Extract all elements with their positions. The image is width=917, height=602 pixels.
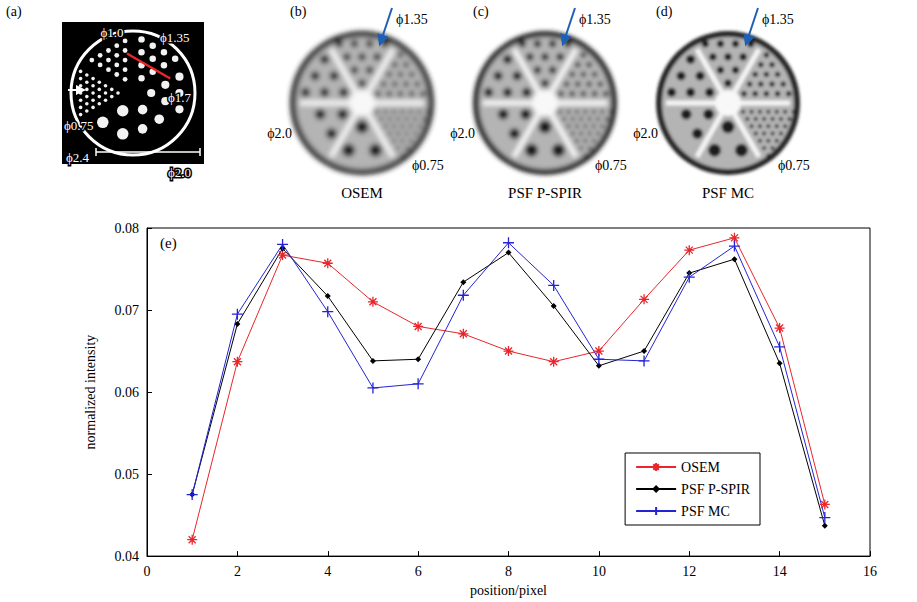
svg-text:12: 12	[682, 564, 696, 579]
svg-text:16: 16	[863, 564, 877, 579]
svg-text:10: 10	[592, 564, 606, 579]
svg-text:PSF P-SPIR: PSF P-SPIR	[681, 482, 751, 497]
svg-text:ϕ2.0: ϕ2.0	[267, 126, 292, 141]
svg-text:PSF P-SPIR: PSF P-SPIR	[508, 185, 582, 201]
svg-text:ϕ0.75: ϕ0.75	[64, 118, 94, 133]
svg-text:ϕ0.75: ϕ0.75	[595, 158, 627, 173]
svg-text:position/pixel: position/pixel	[470, 583, 547, 598]
svg-text:(a): (a)	[6, 4, 22, 20]
svg-text:0.06: 0.06	[115, 385, 140, 400]
svg-text:normalized intensity: normalized intensity	[83, 335, 98, 450]
svg-text:2: 2	[234, 564, 241, 579]
svg-text:4: 4	[324, 564, 331, 579]
svg-text:0.05: 0.05	[115, 467, 140, 482]
svg-text:ϕ1.7: ϕ1.7	[168, 90, 192, 105]
svg-text:(e): (e)	[160, 235, 177, 252]
svg-text:14: 14	[773, 564, 787, 579]
svg-text:ϕ1.35: ϕ1.35	[579, 12, 611, 27]
svg-text:(c): (c)	[473, 4, 489, 20]
svg-text:PSF MC: PSF MC	[681, 504, 730, 519]
svg-text:ϕ1.35: ϕ1.35	[396, 12, 428, 27]
svg-text:(d): (d)	[656, 4, 673, 20]
svg-text:6: 6	[415, 564, 422, 579]
svg-text:(b): (b)	[290, 4, 307, 20]
svg-text:0.07: 0.07	[115, 303, 140, 318]
svg-text:8: 8	[505, 564, 512, 579]
svg-text:ϕ2.0: ϕ2.0	[633, 126, 658, 141]
svg-text:OSEM: OSEM	[341, 185, 383, 201]
svg-text:ϕ1.35: ϕ1.35	[160, 30, 190, 45]
svg-text:0: 0	[144, 564, 151, 579]
svg-text:PSF MC: PSF MC	[702, 185, 754, 201]
svg-text:0.08: 0.08	[115, 221, 140, 236]
svg-text:ϕ0.75: ϕ0.75	[778, 158, 810, 173]
svg-text:ϕ2.4: ϕ2.4	[66, 150, 90, 165]
svg-text:ϕ1.35: ϕ1.35	[762, 12, 794, 27]
svg-text:ϕ0.75: ϕ0.75	[412, 158, 444, 173]
svg-text:0.04: 0.04	[115, 549, 140, 564]
svg-text:ϕ1.0: ϕ1.0	[100, 25, 123, 40]
svg-text:ϕ2.0: ϕ2.0	[450, 126, 475, 141]
svg-text:OSEM: OSEM	[681, 460, 720, 475]
svg-text:ϕ2.0: ϕ2.0	[168, 165, 191, 180]
